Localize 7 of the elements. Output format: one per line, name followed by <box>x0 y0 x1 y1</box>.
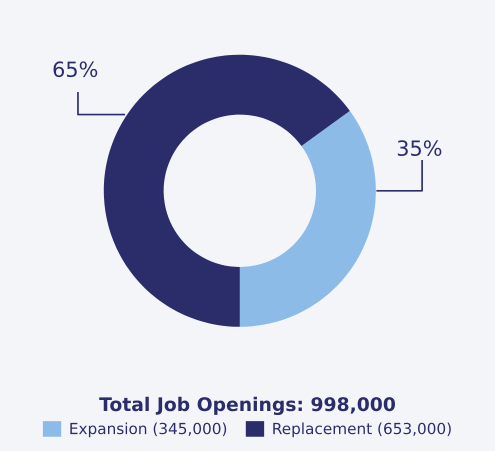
donut-slice <box>104 54 350 327</box>
data-label: 35% <box>398 140 442 156</box>
donut-slice <box>240 110 376 327</box>
legend-label: Expansion (345,000) <box>70 422 226 438</box>
text: Total Job Openings: 998,000 <box>99 396 395 416</box>
data-label: 65% <box>54 61 98 78</box>
legend-label: Replacement (653,000) <box>273 422 451 438</box>
